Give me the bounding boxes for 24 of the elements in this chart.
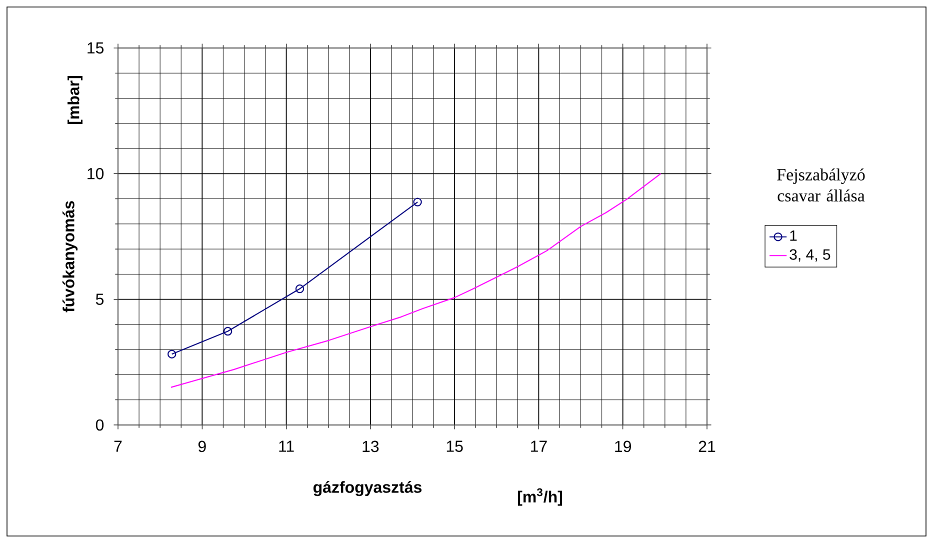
y-tick-label: 10 (88, 168, 104, 180)
point (295, 284, 304, 294)
x-tick-label: 9 (198, 440, 206, 452)
x-tick-label: 11 (279, 440, 294, 452)
y-axis-title: fúvókanyomás (62, 201, 78, 312)
x-axis-title: gázfogyasztás (313, 480, 422, 496)
y-tick-label: 15 (88, 42, 104, 54)
x-tick-label: 17 (531, 440, 547, 452)
x-tick-label: 21 (698, 440, 716, 452)
x-tick-label: 19 (615, 440, 631, 452)
point (413, 198, 422, 206)
x-tick-label: 15 (446, 440, 463, 452)
legend-title: Fejszabályzó csavar állása (777, 168, 865, 202)
x-tick-label: 7 (114, 440, 122, 452)
point (223, 326, 232, 336)
legend-label: 3, 4, 5 (790, 249, 830, 262)
y-tick-label: 5 (96, 294, 104, 305)
line-series (170, 173, 662, 388)
y-tick-label: 0 (96, 419, 104, 431)
legend-label: 1 (790, 230, 797, 241)
text: [m$^{3}$/h] (518, 488, 562, 506)
text: [mbar] (68, 76, 82, 124)
point (168, 350, 176, 358)
x-tick-label: 13 (362, 440, 379, 452)
